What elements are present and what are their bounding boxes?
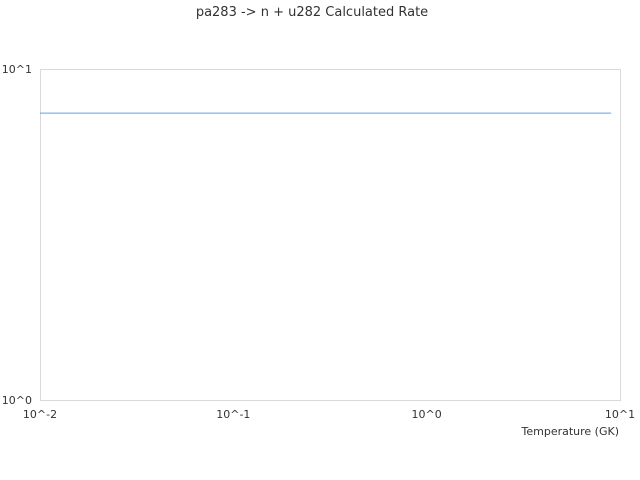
x-tick-label: 10^-1	[216, 408, 250, 421]
x-axis-label: Temperature (GK)	[521, 425, 620, 438]
plot-area	[40, 69, 621, 401]
y-tick-label: 10^1	[2, 63, 32, 76]
y-tick-label: 10^0	[2, 394, 32, 407]
x-tick-label: 10^1	[605, 408, 635, 421]
x-tick-label: 10^-2	[23, 408, 57, 421]
x-tick-label: 10^0	[412, 408, 442, 421]
chart-title: pa283 -> n + u282 Calculated Rate	[196, 5, 428, 20]
